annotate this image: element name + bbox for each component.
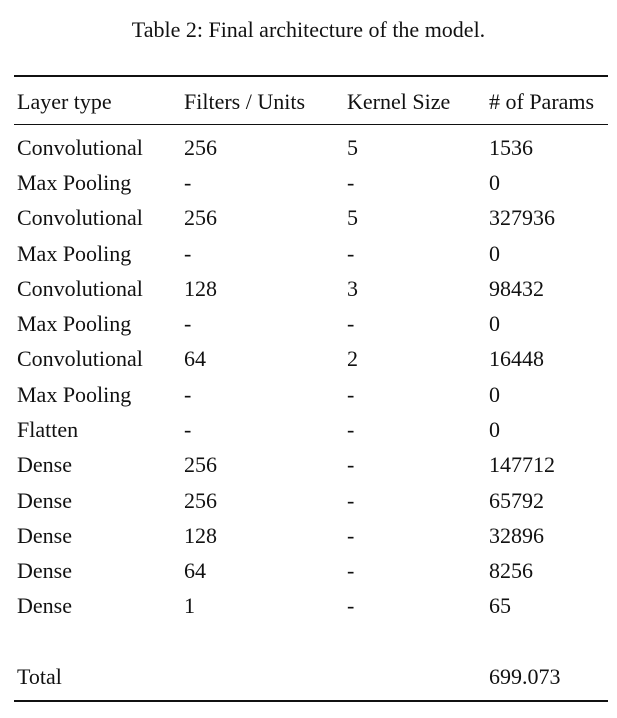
header-filters-units: Filters / Units [184, 89, 306, 114]
header-row: Layer type Filters / Units Kernel Size #… [0, 87, 617, 117]
cell-layer-type: Dense [17, 593, 72, 618]
table-row: Convolutional 64 2 16448 [0, 344, 617, 374]
table-row: Max Pooling - - 0 [0, 309, 617, 339]
cell-num-params: 0 [489, 311, 500, 336]
cell-filters-units: 128 [184, 276, 217, 301]
cell-layer-type: Dense [17, 558, 72, 583]
cell-filters-units: 256 [184, 452, 217, 477]
cell-filters-units: - [184, 382, 192, 407]
cell-layer-type: Dense [17, 523, 72, 548]
table-row: Dense 256 - 147712 [0, 450, 617, 480]
table-row: Max Pooling - - 0 [0, 239, 617, 269]
cell-kernel-size: 5 [347, 205, 358, 230]
cell-layer-type: Max Pooling [17, 241, 132, 266]
total-row: Total 699.073 [0, 662, 617, 692]
cell-filters-units: 1 [184, 593, 195, 618]
header-rule [14, 124, 608, 125]
cell-layer-type: Convolutional [17, 276, 143, 301]
cell-num-params: 65792 [489, 488, 544, 513]
cell-kernel-size: - [347, 523, 355, 548]
table-row: Convolutional 128 3 98432 [0, 274, 617, 304]
table-row: Dense 128 - 32896 [0, 521, 617, 551]
cell-filters-units: 256 [184, 205, 217, 230]
cell-layer-type: Convolutional [17, 135, 143, 160]
cell-layer-type: Max Pooling [17, 311, 132, 336]
cell-num-params: 0 [489, 170, 500, 195]
cell-kernel-size: - [347, 170, 355, 195]
table-row: Max Pooling - - 0 [0, 168, 617, 198]
cell-kernel-size: 2 [347, 346, 358, 371]
table-row: Convolutional 256 5 327936 [0, 203, 617, 233]
cell-kernel-size: - [347, 488, 355, 513]
cell-num-params: 0 [489, 241, 500, 266]
cell-kernel-size: 5 [347, 135, 358, 160]
cell-filters-units: 64 [184, 558, 206, 583]
cell-kernel-size: - [347, 593, 355, 618]
table-row: Max Pooling - - 0 [0, 380, 617, 410]
table-row: Dense 64 - 8256 [0, 556, 617, 586]
cell-kernel-size: - [347, 417, 355, 442]
top-rule [14, 75, 608, 77]
table-row: Convolutional 256 5 1536 [0, 133, 617, 163]
cell-filters-units: - [184, 311, 192, 336]
cell-layer-type: Max Pooling [17, 170, 132, 195]
cell-num-params: 0 [489, 382, 500, 407]
cell-num-params: 0 [489, 417, 500, 442]
header-layer-type: Layer type [17, 89, 112, 114]
cell-kernel-size: 3 [347, 276, 358, 301]
total-params: 699.073 [489, 664, 561, 689]
cell-kernel-size: - [347, 452, 355, 477]
cell-filters-units: - [184, 417, 192, 442]
bottom-rule [14, 700, 608, 702]
cell-num-params: 98432 [489, 276, 544, 301]
table-caption: Table 2: Final architecture of the model… [131, 17, 486, 42]
table-row: Flatten - - 0 [0, 415, 617, 445]
cell-kernel-size: - [347, 241, 355, 266]
cell-num-params: 65 [489, 593, 511, 618]
cell-layer-type: Dense [17, 488, 72, 513]
cell-layer-type: Dense [17, 452, 72, 477]
cell-layer-type: Flatten [17, 417, 79, 442]
cell-filters-units: - [184, 170, 192, 195]
cell-num-params: 1536 [489, 135, 533, 160]
cell-layer-type: Convolutional [17, 205, 143, 230]
cell-num-params: 32896 [489, 523, 544, 548]
cell-filters-units: 256 [184, 135, 217, 160]
cell-kernel-size: - [347, 558, 355, 583]
total-label: Total [17, 664, 62, 689]
cell-num-params: 327936 [489, 205, 555, 230]
cell-num-params: 8256 [489, 558, 533, 583]
cell-num-params: 16448 [489, 346, 544, 371]
table-row: Dense 1 - 65 [0, 591, 617, 621]
cell-kernel-size: - [347, 382, 355, 407]
cell-kernel-size: - [347, 311, 355, 336]
table-row: Dense 256 - 65792 [0, 486, 617, 516]
cell-filters-units: - [184, 241, 192, 266]
cell-num-params: 147712 [489, 452, 555, 477]
cell-layer-type: Max Pooling [17, 382, 132, 407]
header-num-params: # of Params [489, 89, 595, 114]
cell-filters-units: 64 [184, 346, 206, 371]
cell-filters-units: 256 [184, 488, 217, 513]
cell-filters-units: 128 [184, 523, 217, 548]
header-kernel-size: Kernel Size [347, 89, 451, 114]
cell-layer-type: Convolutional [17, 346, 143, 371]
